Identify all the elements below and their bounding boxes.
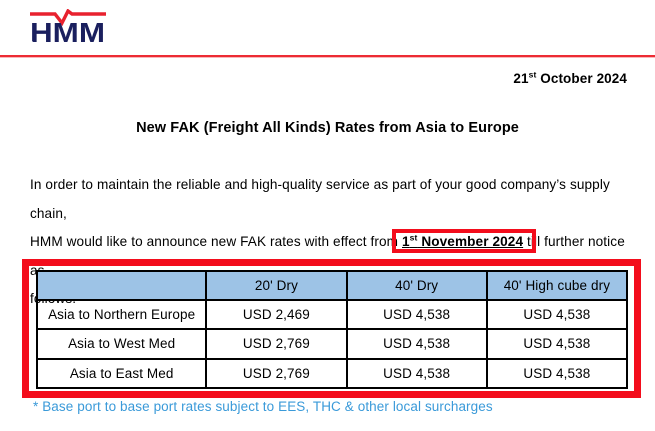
table-row: Asia to East Med USD 2,769 USD 4,538 USD… [35, 357, 629, 390]
route-label: Asia to West Med [35, 328, 208, 360]
rate-cell: USD 2,769 [205, 328, 348, 360]
surcharge-footnote: * Base port to base port rates subject t… [33, 399, 493, 414]
paragraph-line2-before: HMM would like to announce new FAK rates… [30, 234, 402, 249]
rate-cell: USD 4,538 [485, 357, 629, 390]
table-row: Asia to Northern Europe USD 2,469 USD 4,… [35, 298, 629, 331]
effective-date-highlight: 1st November 2024 [392, 229, 537, 253]
effective-date-day: 1 [402, 234, 410, 249]
effective-date-month-year: November 2024 [417, 234, 524, 249]
rate-cell: USD 4,538 [345, 357, 488, 390]
rate-cell: USD 4,538 [345, 328, 488, 360]
rate-cell: USD 4,538 [485, 298, 629, 331]
rate-cell: USD 4,538 [485, 328, 629, 360]
date-month-year: October 2024 [536, 71, 627, 86]
hmm-logo: HMM [30, 9, 106, 46]
logo-text: HMM [30, 17, 105, 46]
rate-cell: USD 2,769 [205, 357, 348, 390]
table-annotation-box: 20' Dry 40' Dry 40' High cube dry Asia t… [22, 259, 641, 398]
rate-cell: USD 4,538 [345, 298, 488, 331]
column-header-20dry: 20' Dry [205, 270, 348, 301]
header-divider-rule [0, 55, 655, 58]
route-label: Asia to East Med [35, 357, 208, 390]
date-ordinal-suffix: st [528, 69, 537, 80]
column-header-route [35, 270, 208, 301]
page-title: New FAK (Freight All Kinds) Rates from A… [136, 120, 519, 136]
table-header-row: 20' Dry 40' Dry 40' High cube dry [35, 270, 629, 301]
column-header-40hc: 40' High cube dry [485, 270, 629, 301]
date-day: 21 [513, 71, 529, 86]
route-label: Asia to Northern Europe [35, 298, 208, 331]
document-date: 21st October 2024 [513, 69, 627, 86]
column-header-40dry: 40' Dry [345, 270, 488, 301]
table-row: Asia to West Med USD 2,769 USD 4,538 USD… [35, 328, 629, 360]
rate-cell: USD 2,469 [205, 298, 348, 331]
rate-table: 20' Dry 40' Dry 40' High cube dry Asia t… [35, 270, 629, 390]
paragraph-line1: In order to maintain the reliable and hi… [30, 177, 610, 221]
logo-red-wave [30, 9, 106, 27]
effective-date-ordinal-suffix: st [409, 232, 418, 243]
